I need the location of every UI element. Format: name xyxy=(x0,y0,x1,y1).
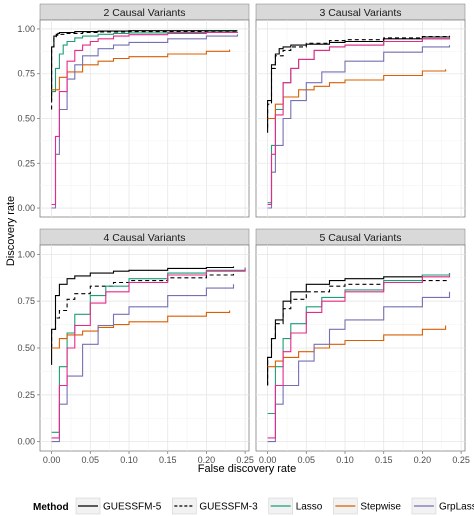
legend-title: Method xyxy=(33,502,69,513)
y-tick-label: 0.50 xyxy=(17,343,35,353)
x-tick-label: 0.25 xyxy=(236,455,254,465)
panel-title: 3 Causal Variants xyxy=(319,7,401,19)
series-line-elastic-net xyxy=(267,275,451,439)
y-tick-label: 0.00 xyxy=(17,203,35,213)
y-axis-title: Discovery rate xyxy=(5,196,17,266)
x-tick-label: 0.20 xyxy=(414,455,432,465)
legend-label: GUESSFM-5 xyxy=(103,502,162,513)
x-tick-label: 0.05 xyxy=(82,455,100,465)
series-line-grplasso xyxy=(51,284,235,443)
legend-item-guessfm-3: GUESSFM-3 xyxy=(172,497,258,515)
panel-title: 4 Causal Variants xyxy=(103,232,185,244)
legend-label: GUESSFM-3 xyxy=(199,502,258,513)
series-group xyxy=(267,35,451,209)
y-tick-label: 0.50 xyxy=(17,114,35,124)
panel-2: 3 Causal Variants xyxy=(255,3,466,218)
y-tick-label: 1.00 xyxy=(17,249,35,259)
panels-layer: 2 Causal Variants 0.00 0.25 0.50 0.75 1.00 3 C… xyxy=(17,3,470,465)
series-line-guessfm-3 xyxy=(267,35,451,128)
legend-label: Lasso xyxy=(296,502,323,513)
legend-label: GrpLasso xyxy=(439,502,474,513)
x-tick-label: 0.15 xyxy=(159,455,177,465)
y-tick-label: 0.00 xyxy=(17,437,35,447)
x-tick-label: 0.10 xyxy=(120,455,138,465)
series-group xyxy=(51,30,238,209)
y-tick-label: 0.25 xyxy=(17,158,35,168)
series-group xyxy=(51,266,246,443)
panel-title: 5 Causal Variants xyxy=(319,232,401,244)
x-tick-label: 0.00 xyxy=(43,455,61,465)
y-tick-label: 0.75 xyxy=(17,296,35,306)
x-tick-label: 0.15 xyxy=(375,455,393,465)
series-line-guessfm-5 xyxy=(51,266,235,365)
series-line-guessfm-3 xyxy=(51,273,235,348)
x-axis-title: False discovery rate xyxy=(198,463,296,475)
y-tick-label: 0.25 xyxy=(17,390,35,400)
panel-3: 4 Causal Variants 0.00 0.25 0.50 0.75 1.00 0.0… xyxy=(17,228,254,465)
series-line-elastic-net xyxy=(267,37,451,206)
series-line-lasso xyxy=(51,31,238,93)
x-tick-label: 0.20 xyxy=(198,455,216,465)
series-line-guessfm-5 xyxy=(267,36,451,133)
legend-item-stepwise: Stepwise xyxy=(333,497,401,515)
legend-label: Stepwise xyxy=(360,502,401,513)
legend-item-guessfm-5: GUESSFM-5 xyxy=(75,497,162,515)
series-line-grplasso xyxy=(267,45,451,209)
x-tick-label: 0.25 xyxy=(452,455,470,465)
panel-1: 2 Causal Variants 0.00 0.25 0.50 0.75 1.00 xyxy=(17,3,250,218)
x-tick-label: 0.00 xyxy=(259,455,277,465)
series-line-grplasso xyxy=(267,291,451,443)
legend: Method GUESSFM-5 GUESSFM-3 Lasso Stepwise Gr… xyxy=(33,497,474,515)
series-line-elastic-net xyxy=(51,31,238,206)
panel-title: 2 Causal Variants xyxy=(103,7,185,19)
x-tick-label: 0.10 xyxy=(336,455,354,465)
series-group xyxy=(267,273,451,443)
series-line-elastic-net xyxy=(51,268,246,439)
legend-item-lasso: Lasso xyxy=(268,497,323,515)
y-tick-label: 0.75 xyxy=(17,69,35,79)
y-tick-label: 1.00 xyxy=(17,24,35,34)
series-line-stepwise xyxy=(51,310,231,349)
series-line-guessfm-3 xyxy=(51,30,238,110)
series-line-guessfm-5 xyxy=(51,30,238,101)
panel-4: 5 Causal Variants 0.00 0.05 0.10 0.15 0.20 0.2… xyxy=(255,228,470,465)
legend-item-grplasso: GrpLasso xyxy=(411,497,474,515)
x-tick-label: 0.05 xyxy=(298,455,316,465)
